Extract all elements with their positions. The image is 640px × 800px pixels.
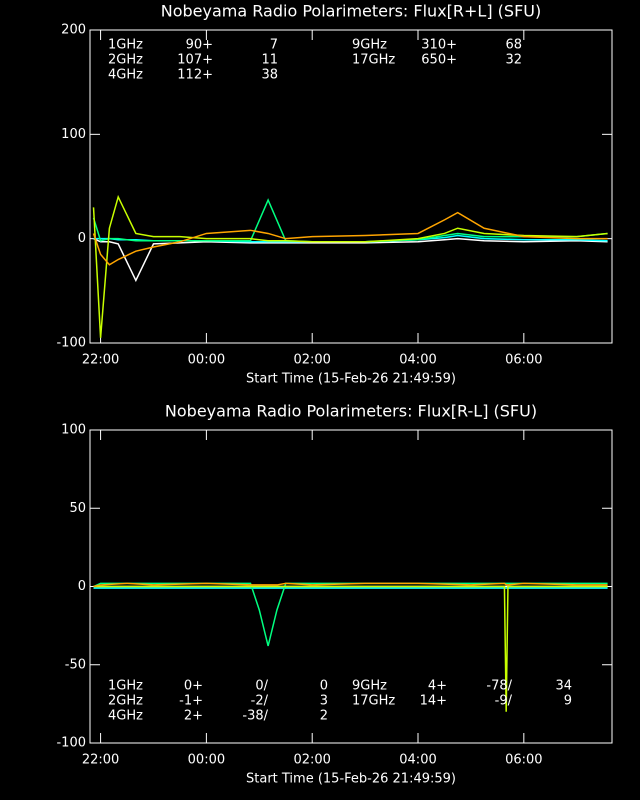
- series-line: [93, 585, 608, 712]
- x-tick-label: 06:00: [505, 353, 542, 368]
- legend-name: 4GHz: [108, 709, 143, 724]
- legend-value: 7: [270, 38, 278, 53]
- chart-title: Nobeyama Radio Polarimeters: Flux[R+L] (…: [161, 2, 541, 21]
- legend-value: 9: [564, 694, 572, 709]
- series-line: [92, 211, 608, 266]
- chart-title: Nobeyama Radio Polarimeters: Flux[R-L] (…: [165, 402, 537, 421]
- legend-value: 32: [505, 53, 522, 68]
- legend-name: 17GHz: [352, 694, 395, 709]
- legend-value: 112+: [177, 68, 213, 83]
- legend-name: 9GHz: [352, 38, 387, 53]
- x-tick-label: 04:00: [399, 753, 436, 768]
- legend-value: 310+: [421, 38, 457, 53]
- legend-name: 9GHz: [352, 679, 387, 694]
- legend-value: 0+: [184, 679, 203, 694]
- x-tick-label: 00:00: [188, 753, 225, 768]
- y-tick-label: 50: [69, 501, 86, 516]
- legend-value: 11: [261, 53, 278, 68]
- legend-value: 107+: [177, 53, 213, 68]
- y-tick-label: 100: [61, 127, 86, 142]
- x-tick-label: 00:00: [188, 353, 225, 368]
- legend-value: -78/: [486, 679, 512, 694]
- x-axis-label: Start Time (15-Feb-26 21:49:59): [246, 772, 456, 787]
- legend-value: 2: [320, 709, 328, 724]
- legend-value: -2/: [251, 694, 269, 709]
- legend-value: 34: [555, 679, 572, 694]
- y-tick-label: 0: [78, 231, 86, 246]
- x-tick-label: 02:00: [293, 353, 330, 368]
- series-line: [92, 194, 608, 338]
- legend-name: 4GHz: [108, 68, 143, 83]
- y-tick-label: 100: [61, 423, 86, 438]
- series-line: [93, 237, 608, 283]
- legend-value: 3: [320, 694, 328, 709]
- legend-name: 1GHz: [108, 679, 143, 694]
- legend-name: 2GHz: [108, 694, 143, 709]
- legend-value: 68: [505, 38, 522, 53]
- legend-value: -9/: [495, 694, 513, 709]
- legend-value: 90+: [186, 38, 213, 53]
- x-tick-label: 02:00: [293, 753, 330, 768]
- x-tick-label: 22:00: [82, 353, 119, 368]
- y-tick-label: 200: [61, 23, 86, 38]
- legend-value: 0: [320, 679, 328, 694]
- legend-value: -38/: [242, 709, 268, 724]
- y-tick-label: -100: [56, 736, 86, 751]
- series-line: [93, 582, 608, 647]
- series-line: [93, 582, 608, 588]
- series-line: [92, 198, 608, 243]
- y-tick-label: -100: [56, 336, 86, 351]
- x-tick-label: 22:00: [82, 753, 119, 768]
- legend-value: 0/: [255, 679, 268, 694]
- x-tick-label: 04:00: [399, 353, 436, 368]
- y-tick-label: 0: [78, 579, 86, 594]
- legend-name: 2GHz: [108, 53, 143, 68]
- legend-name: 1GHz: [108, 38, 143, 53]
- legend-value: 14+: [420, 694, 447, 709]
- legend-value: 650+: [421, 53, 457, 68]
- y-tick-label: -50: [65, 657, 86, 672]
- legend-name: 17GHz: [352, 53, 395, 68]
- legend-value: -1+: [179, 694, 203, 709]
- x-tick-label: 06:00: [505, 753, 542, 768]
- legend-value: 4+: [428, 679, 447, 694]
- plot-frame: [89, 29, 613, 344]
- legend-value: 2+: [184, 709, 203, 724]
- legend-value: 38: [261, 68, 278, 83]
- x-axis-label: Start Time (15-Feb-26 21:49:59): [246, 372, 456, 387]
